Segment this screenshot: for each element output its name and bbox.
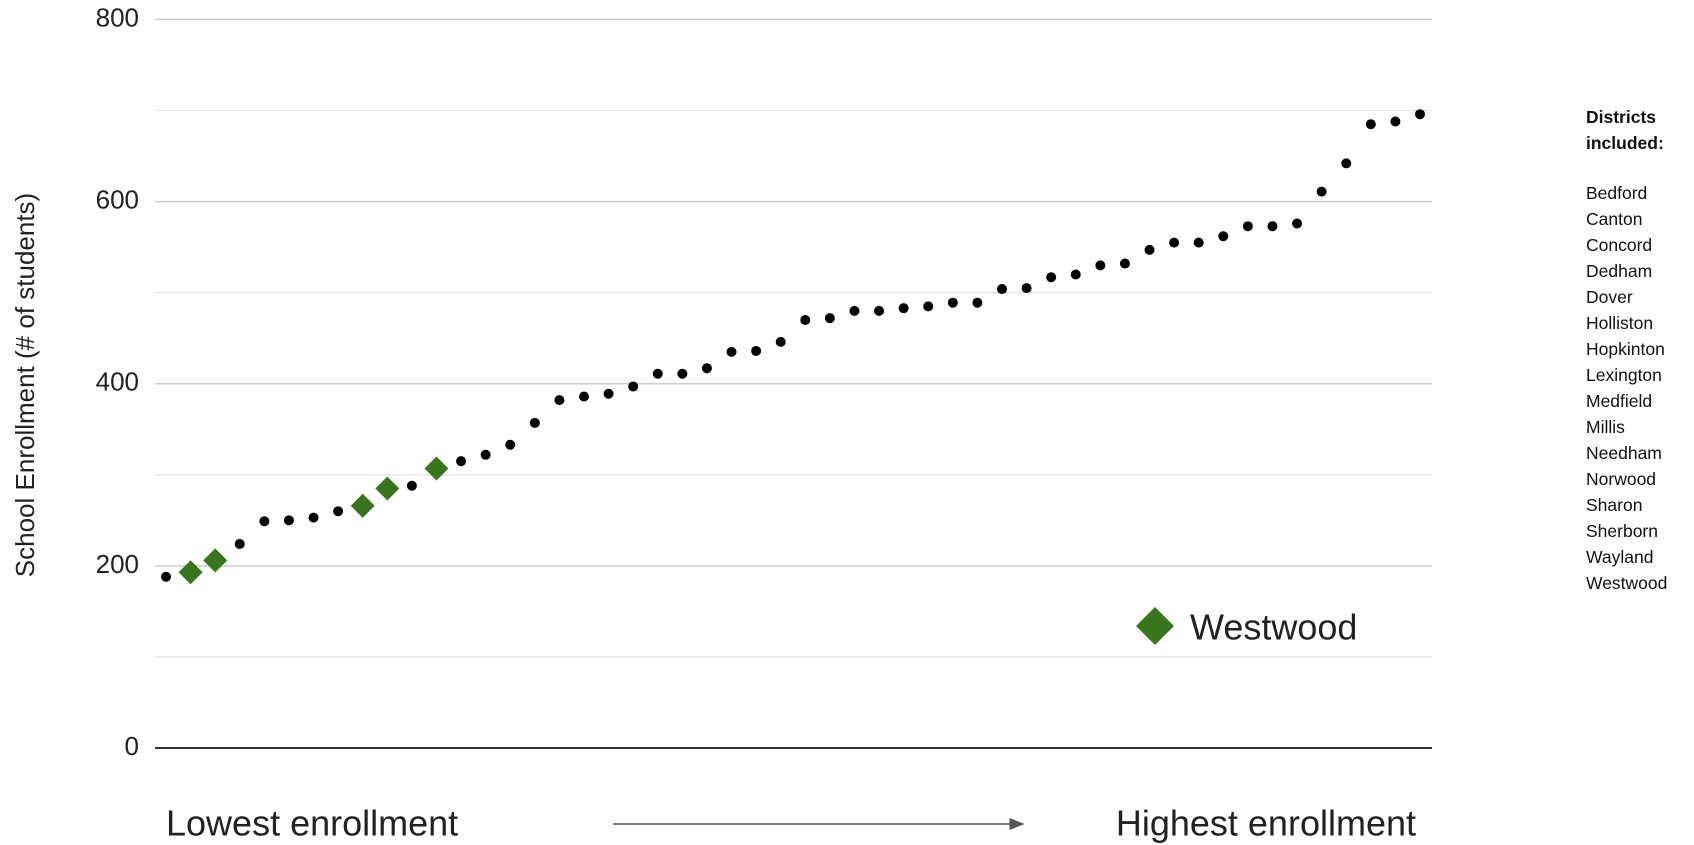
- district-name: Dover: [1586, 287, 1633, 307]
- diamond-marker: [203, 548, 228, 573]
- dot-marker: [1144, 244, 1155, 255]
- district-name: Wayland: [1586, 547, 1654, 567]
- dot-marker: [800, 315, 811, 326]
- dot-marker: [308, 512, 319, 523]
- dot-marker: [554, 395, 565, 406]
- dot-marker: [824, 313, 835, 324]
- dot-marker: [923, 301, 934, 312]
- district-name: Lexington: [1586, 365, 1662, 385]
- dot-marker: [1218, 231, 1229, 242]
- dot-marker: [1267, 221, 1278, 232]
- diamond-marker: [178, 560, 203, 585]
- y-tick-label: 400: [96, 367, 139, 397]
- district-name: Needham: [1586, 443, 1662, 463]
- y-tick-label: 200: [96, 549, 139, 579]
- dot-marker: [972, 297, 983, 308]
- dot-marker: [480, 449, 491, 460]
- dot-marker: [161, 571, 171, 582]
- district-name: Dedham: [1586, 261, 1653, 281]
- district-name: Holliston: [1586, 313, 1654, 333]
- dot-marker: [874, 305, 885, 316]
- dot-marker: [677, 368, 688, 379]
- dot-marker: [529, 417, 540, 428]
- district-name: Sherborn: [1586, 521, 1658, 541]
- dot-marker: [1095, 260, 1106, 271]
- dot-marker: [701, 363, 712, 374]
- diamond-marker: [375, 476, 400, 501]
- dot-marker: [1341, 158, 1352, 169]
- dot-marker: [1365, 119, 1376, 130]
- district-name: Canton: [1586, 209, 1643, 229]
- dot-marker: [1390, 116, 1401, 127]
- district-name: Medfield: [1586, 391, 1653, 411]
- sidebar-title: Districts included:: [1586, 107, 1664, 153]
- district-name: Bedford: [1586, 183, 1648, 203]
- dot-marker: [1292, 218, 1303, 229]
- dot-marker: [603, 388, 614, 399]
- legend-label: Westwood: [1190, 607, 1357, 648]
- x-start-label: Lowest enrollment: [166, 803, 458, 844]
- y-tick-label: 0: [125, 731, 139, 761]
- dot-marker: [1415, 109, 1425, 120]
- dot-marker: [406, 480, 417, 491]
- district-name: Concord: [1586, 235, 1653, 255]
- district-name: Westwood: [1586, 573, 1668, 593]
- dot-marker: [333, 506, 344, 517]
- dot-marker: [456, 456, 467, 467]
- dot-marker: [1046, 272, 1057, 283]
- dot-marker: [1119, 258, 1130, 269]
- district-name: Sharon: [1586, 495, 1643, 515]
- dot-marker: [1193, 237, 1204, 248]
- dot-marker: [652, 368, 663, 379]
- dot-marker: [751, 345, 762, 356]
- dot-marker: [1169, 237, 1180, 248]
- dot-marker: [997, 284, 1007, 295]
- dot-marker: [259, 516, 270, 527]
- y-tick-label: 600: [96, 185, 139, 215]
- dot-marker: [505, 439, 516, 450]
- dot-marker: [1242, 221, 1253, 232]
- dot-marker: [283, 515, 294, 526]
- dot-marker: [849, 305, 860, 316]
- diamond-marker: [350, 493, 375, 518]
- district-list: Bedford Canton Concord Dedham Dover Holliston…: [1586, 180, 1681, 596]
- dot-marker: [775, 336, 786, 347]
- x-end-label: Highest enrollment: [1116, 803, 1416, 844]
- dot-marker: [1070, 269, 1081, 280]
- dot-marker: [726, 346, 737, 357]
- y-tick-label: 800: [96, 2, 139, 32]
- diamond-marker: [424, 456, 449, 481]
- district-name: Millis: [1586, 417, 1625, 437]
- district-name: Hopkinton: [1586, 339, 1665, 359]
- sidebar: Districts included: Bedford Canton Concord…: [1586, 104, 1681, 596]
- y-axis-label: School Enrollment (# of students): [10, 193, 40, 577]
- dot-marker: [579, 391, 589, 402]
- dot-marker: [947, 297, 958, 308]
- dot-marker: [1316, 186, 1327, 197]
- legend-marker: [1136, 607, 1174, 645]
- dot-marker: [1021, 283, 1032, 294]
- dot-marker: [898, 303, 909, 314]
- dot-marker: [234, 539, 245, 550]
- dot-marker: [628, 381, 639, 392]
- district-name: Norwood: [1586, 469, 1657, 489]
